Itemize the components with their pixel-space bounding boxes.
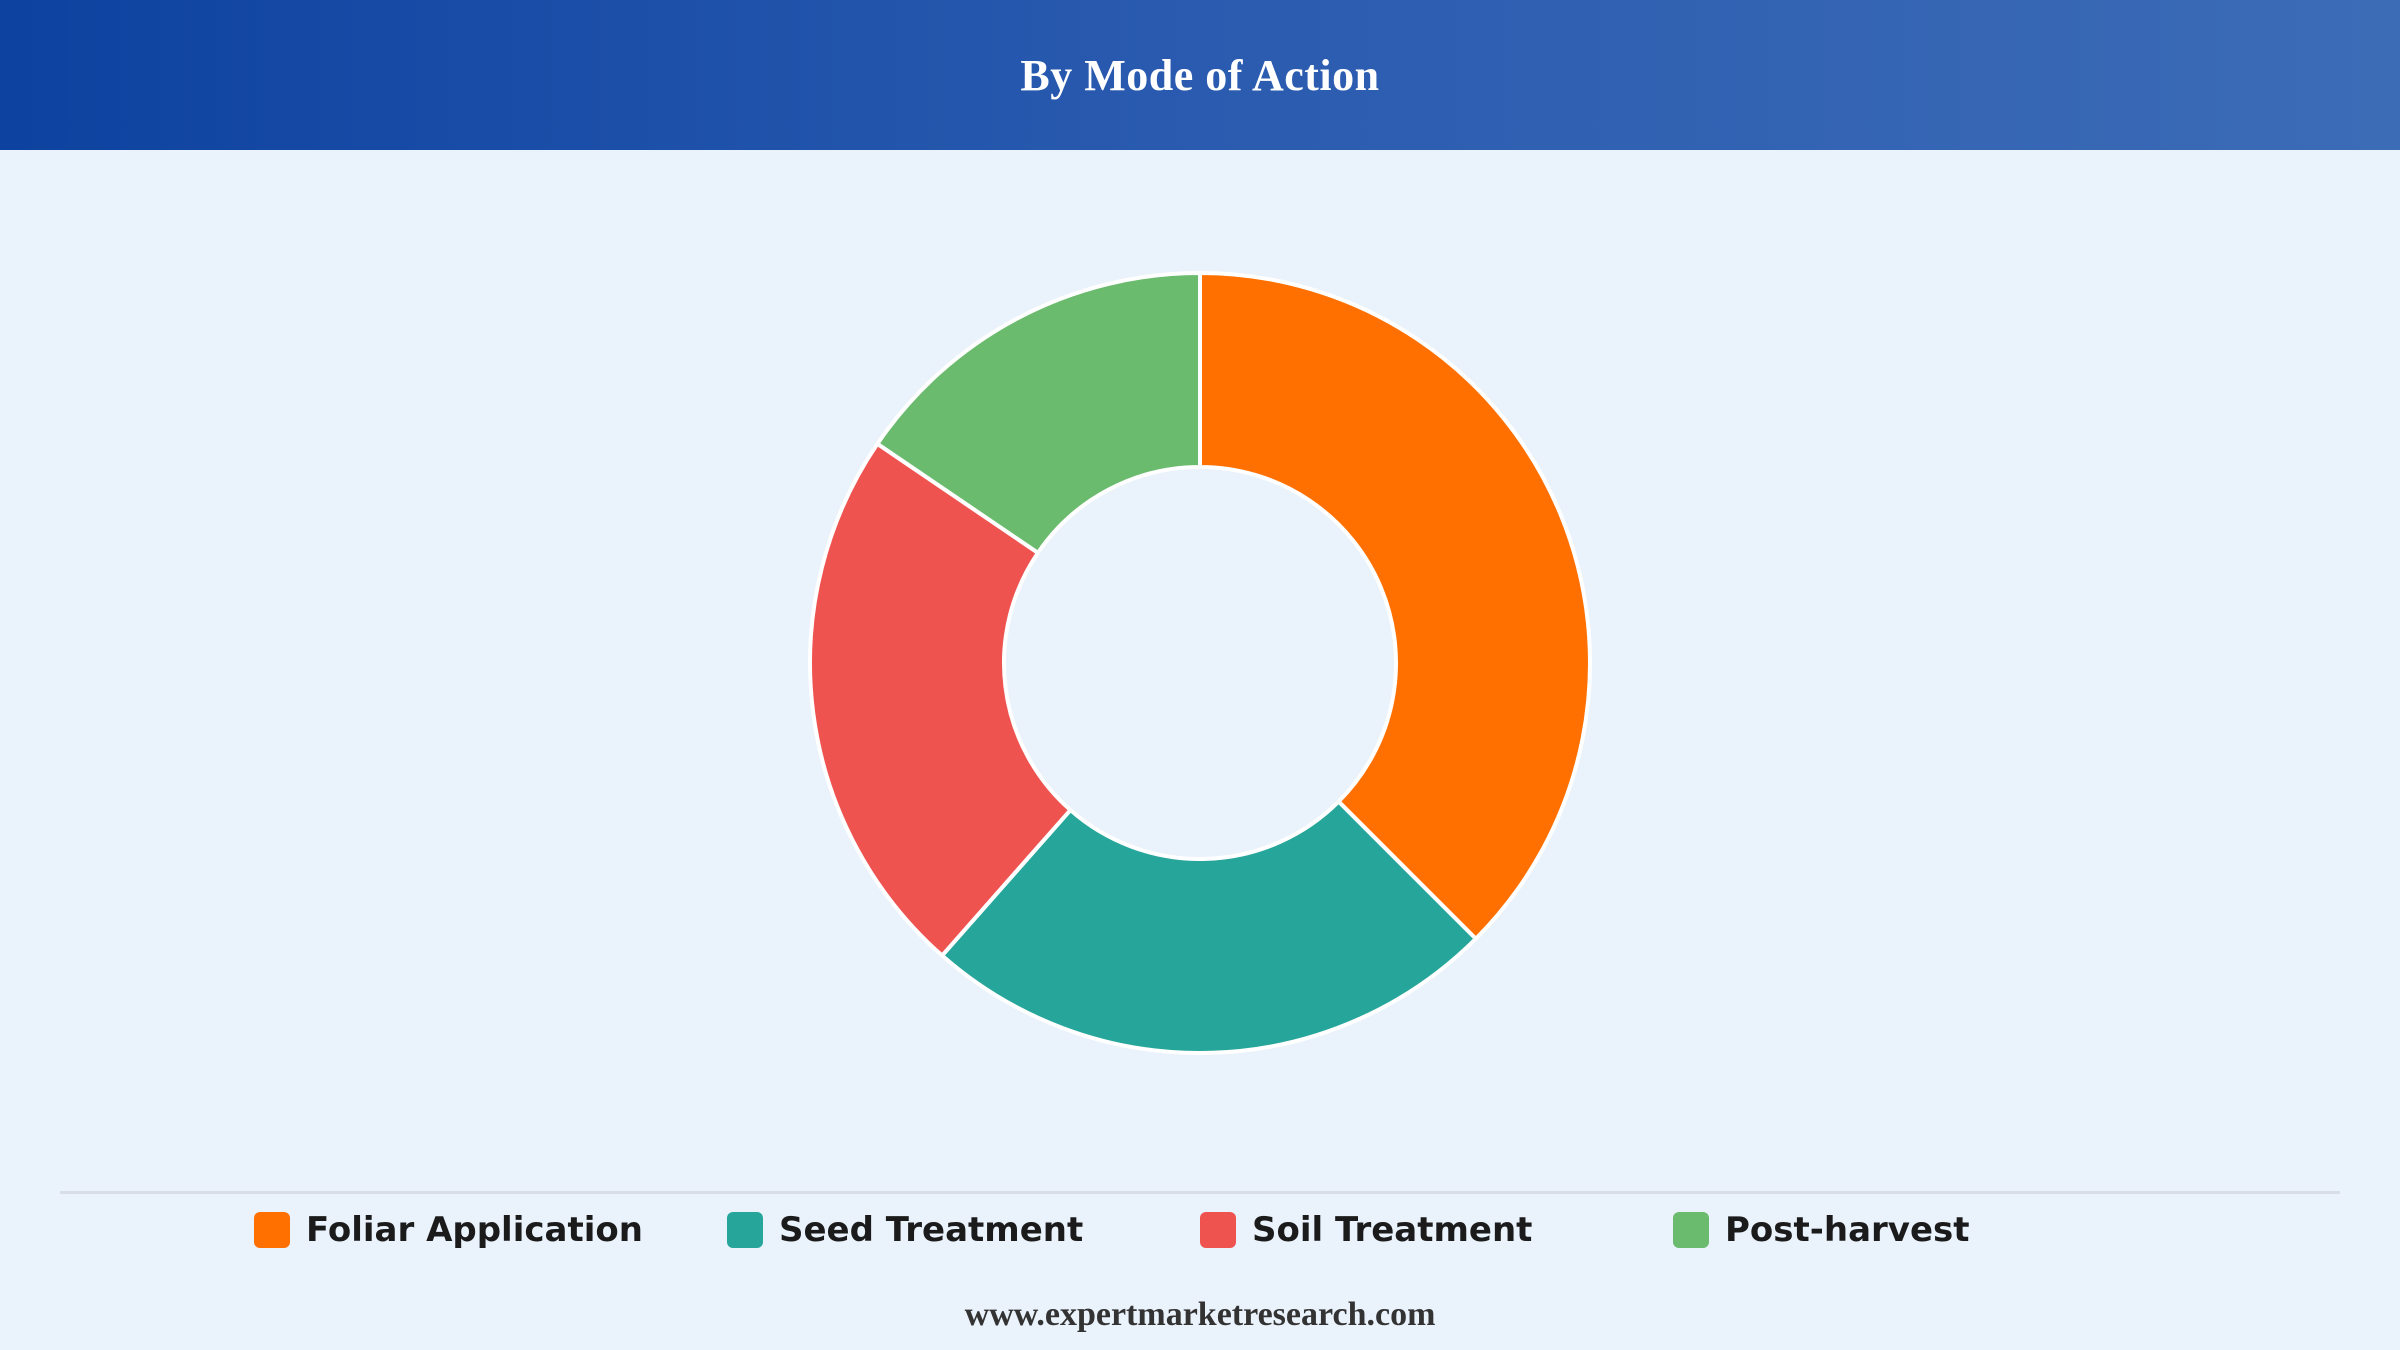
legend-swatch (1200, 1212, 1236, 1248)
legend-label: Foliar Application (306, 1210, 643, 1250)
legend-label: Post-harvest (1725, 1210, 1970, 1250)
legend-label: Seed Treatment (779, 1210, 1084, 1250)
legend-item-soil-treatment[interactable]: Soil Treatment (1200, 1206, 1532, 1254)
slice-seed-treatment[interactable] (940, 799, 1478, 1055)
donut-chart (808, 271, 1592, 1055)
footer-website: www.expertmarketresearch.com (964, 1296, 1436, 1333)
legend-label: Soil Treatment (1252, 1210, 1533, 1250)
slice-soil-treatment[interactable] (808, 441, 1073, 958)
legend-swatch (727, 1212, 763, 1248)
legend-item-seed-treatment[interactable]: Seed Treatment (727, 1206, 1083, 1254)
legend-item-post-harvest[interactable]: Post-harvest (1673, 1206, 1970, 1254)
chart-header: By Mode of Action (0, 0, 2400, 150)
legend: Foliar Application Seed Treatment Soil T… (0, 1206, 2400, 1254)
chart-area (0, 150, 2400, 1190)
slice-post-harvest[interactable] (875, 271, 1202, 555)
legend-swatch (1673, 1212, 1709, 1248)
legend-divider (60, 1191, 2340, 1194)
chart-title: By Mode of Action (1020, 50, 1380, 100)
slice-foliar-application[interactable] (1198, 271, 1592, 941)
legend-swatch (254, 1212, 290, 1248)
legend-item-foliar-application[interactable]: Foliar Application (254, 1206, 643, 1254)
